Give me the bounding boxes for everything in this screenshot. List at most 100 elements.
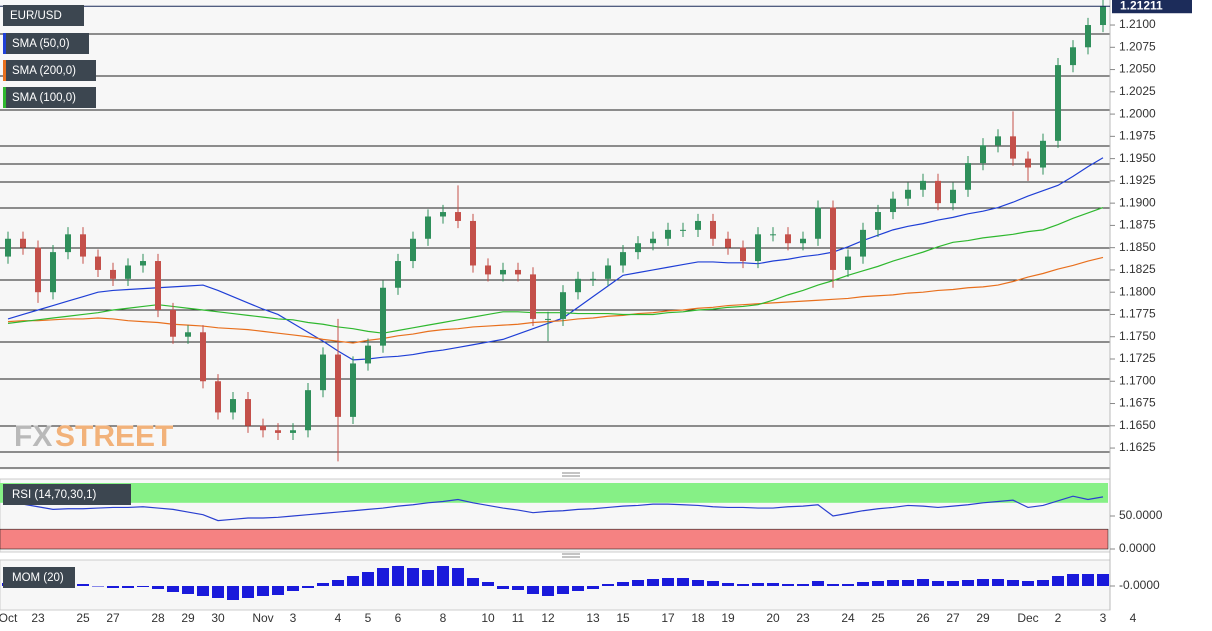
candle-body	[1055, 65, 1061, 141]
mom-bar	[1052, 576, 1064, 586]
x-tick-label: 8	[440, 611, 447, 625]
mom-bar	[647, 579, 659, 586]
y-tick-label: 1.1950	[1119, 151, 1156, 165]
x-tick-label: 12	[541, 611, 555, 625]
y-tick-label: 1.2000	[1119, 106, 1156, 120]
candle-body	[470, 220, 476, 266]
mom-bar	[857, 582, 869, 586]
y-tick-label: 1.1875	[1119, 218, 1156, 232]
x-tick-label: 2	[1055, 611, 1062, 625]
mom-bar	[572, 586, 584, 591]
x-tick-label: 4	[1130, 611, 1137, 625]
candle-body	[485, 265, 491, 275]
mom-bar	[482, 582, 494, 586]
mom-bar	[512, 586, 524, 590]
legend-box	[3, 33, 89, 54]
candle-body	[80, 234, 86, 257]
panel-grips	[562, 472, 580, 558]
mom-bar	[407, 568, 419, 586]
legend-label: RSI (14,70,30,1)	[12, 489, 97, 501]
candle-body	[800, 238, 806, 244]
x-tick-label: 27	[106, 611, 120, 625]
mom-bar	[92, 586, 104, 587]
mom-bar	[767, 583, 779, 586]
mom-bar	[902, 580, 914, 586]
x-tick-label: 30	[211, 611, 225, 625]
legend-box	[3, 87, 96, 108]
mom-bar	[977, 579, 989, 586]
candle-body	[260, 425, 266, 431]
mom-bar	[842, 584, 854, 586]
x-tick-label: 29	[181, 611, 195, 625]
mom-bar	[182, 586, 194, 594]
mom-bar	[77, 584, 89, 586]
x-tick-label: 17	[661, 611, 675, 625]
legend-box	[3, 5, 84, 26]
mom-bar	[272, 586, 284, 595]
mom-bar	[737, 584, 749, 586]
mom-bar	[377, 568, 389, 586]
legend-label: SMA (50,0)	[12, 38, 70, 50]
mom-bar	[1082, 574, 1094, 586]
candle-body	[725, 238, 731, 248]
x-tick-label: 24	[841, 611, 855, 625]
mom-bar	[917, 579, 929, 586]
candle-body	[545, 318, 551, 320]
candle-body	[350, 363, 356, 417]
y-tick-label: 1.2025	[1119, 84, 1156, 98]
candle-body	[65, 234, 71, 253]
mom-bar	[362, 572, 374, 586]
y-tick-label: 1.1625	[1119, 440, 1156, 454]
mom-bar	[617, 582, 629, 586]
candle-body	[35, 247, 41, 293]
sma-line	[7, 207, 1104, 334]
x-tick-label: 3	[1100, 611, 1107, 625]
mom-bar	[887, 580, 899, 586]
candle-body	[620, 252, 626, 266]
mom-bar	[962, 580, 974, 586]
mom-bar	[467, 578, 479, 586]
candle-body	[515, 269, 521, 275]
legend-swatch	[3, 60, 6, 81]
last-price-tag	[1112, 0, 1192, 14]
mom-bar	[1022, 581, 1034, 586]
candle-body	[635, 243, 641, 253]
candle-body	[125, 265, 131, 279]
mom-bar	[752, 583, 764, 586]
mom-bar	[302, 586, 314, 588]
x-tick-label: 5	[365, 611, 372, 625]
mom-bar	[137, 586, 149, 587]
candle-body	[695, 220, 701, 230]
candle-body	[185, 332, 191, 337]
candle-body	[785, 234, 791, 244]
mom-bar	[632, 580, 644, 586]
x-tick-label: Dec	[1017, 611, 1038, 625]
mom-bar	[452, 568, 464, 586]
x-tick-label: 25	[871, 611, 885, 625]
mom-bar	[332, 580, 344, 586]
x-tick-label: 15	[616, 611, 630, 625]
candle-body	[860, 229, 866, 257]
price-panel	[0, 0, 1110, 470]
candle-body	[290, 430, 296, 433]
legend-symbol: EUR/USD	[10, 10, 62, 22]
mom-bar	[437, 566, 449, 586]
legend-swatch	[3, 87, 6, 108]
candle-body	[215, 381, 221, 413]
x-tick-label: 23	[31, 611, 45, 625]
x-tick-label: 10	[481, 611, 495, 625]
x-tick-label: 29	[976, 611, 990, 625]
legend-label: SMA (100,0)	[12, 92, 76, 104]
y-tick-label: 1.1925	[1119, 173, 1156, 187]
mom-bar	[227, 586, 239, 600]
x-tick-label: 3	[290, 611, 297, 625]
y-tick-label: 1.1675	[1119, 396, 1156, 410]
mom-bar	[1037, 580, 1049, 586]
mom-bar	[692, 580, 704, 586]
mom-bar	[167, 586, 179, 592]
candle-body	[845, 256, 851, 270]
candle-body	[1085, 25, 1091, 48]
mom-bar	[422, 570, 434, 586]
y-tick-label: 1.1775	[1119, 307, 1156, 321]
candle-body	[20, 238, 26, 248]
